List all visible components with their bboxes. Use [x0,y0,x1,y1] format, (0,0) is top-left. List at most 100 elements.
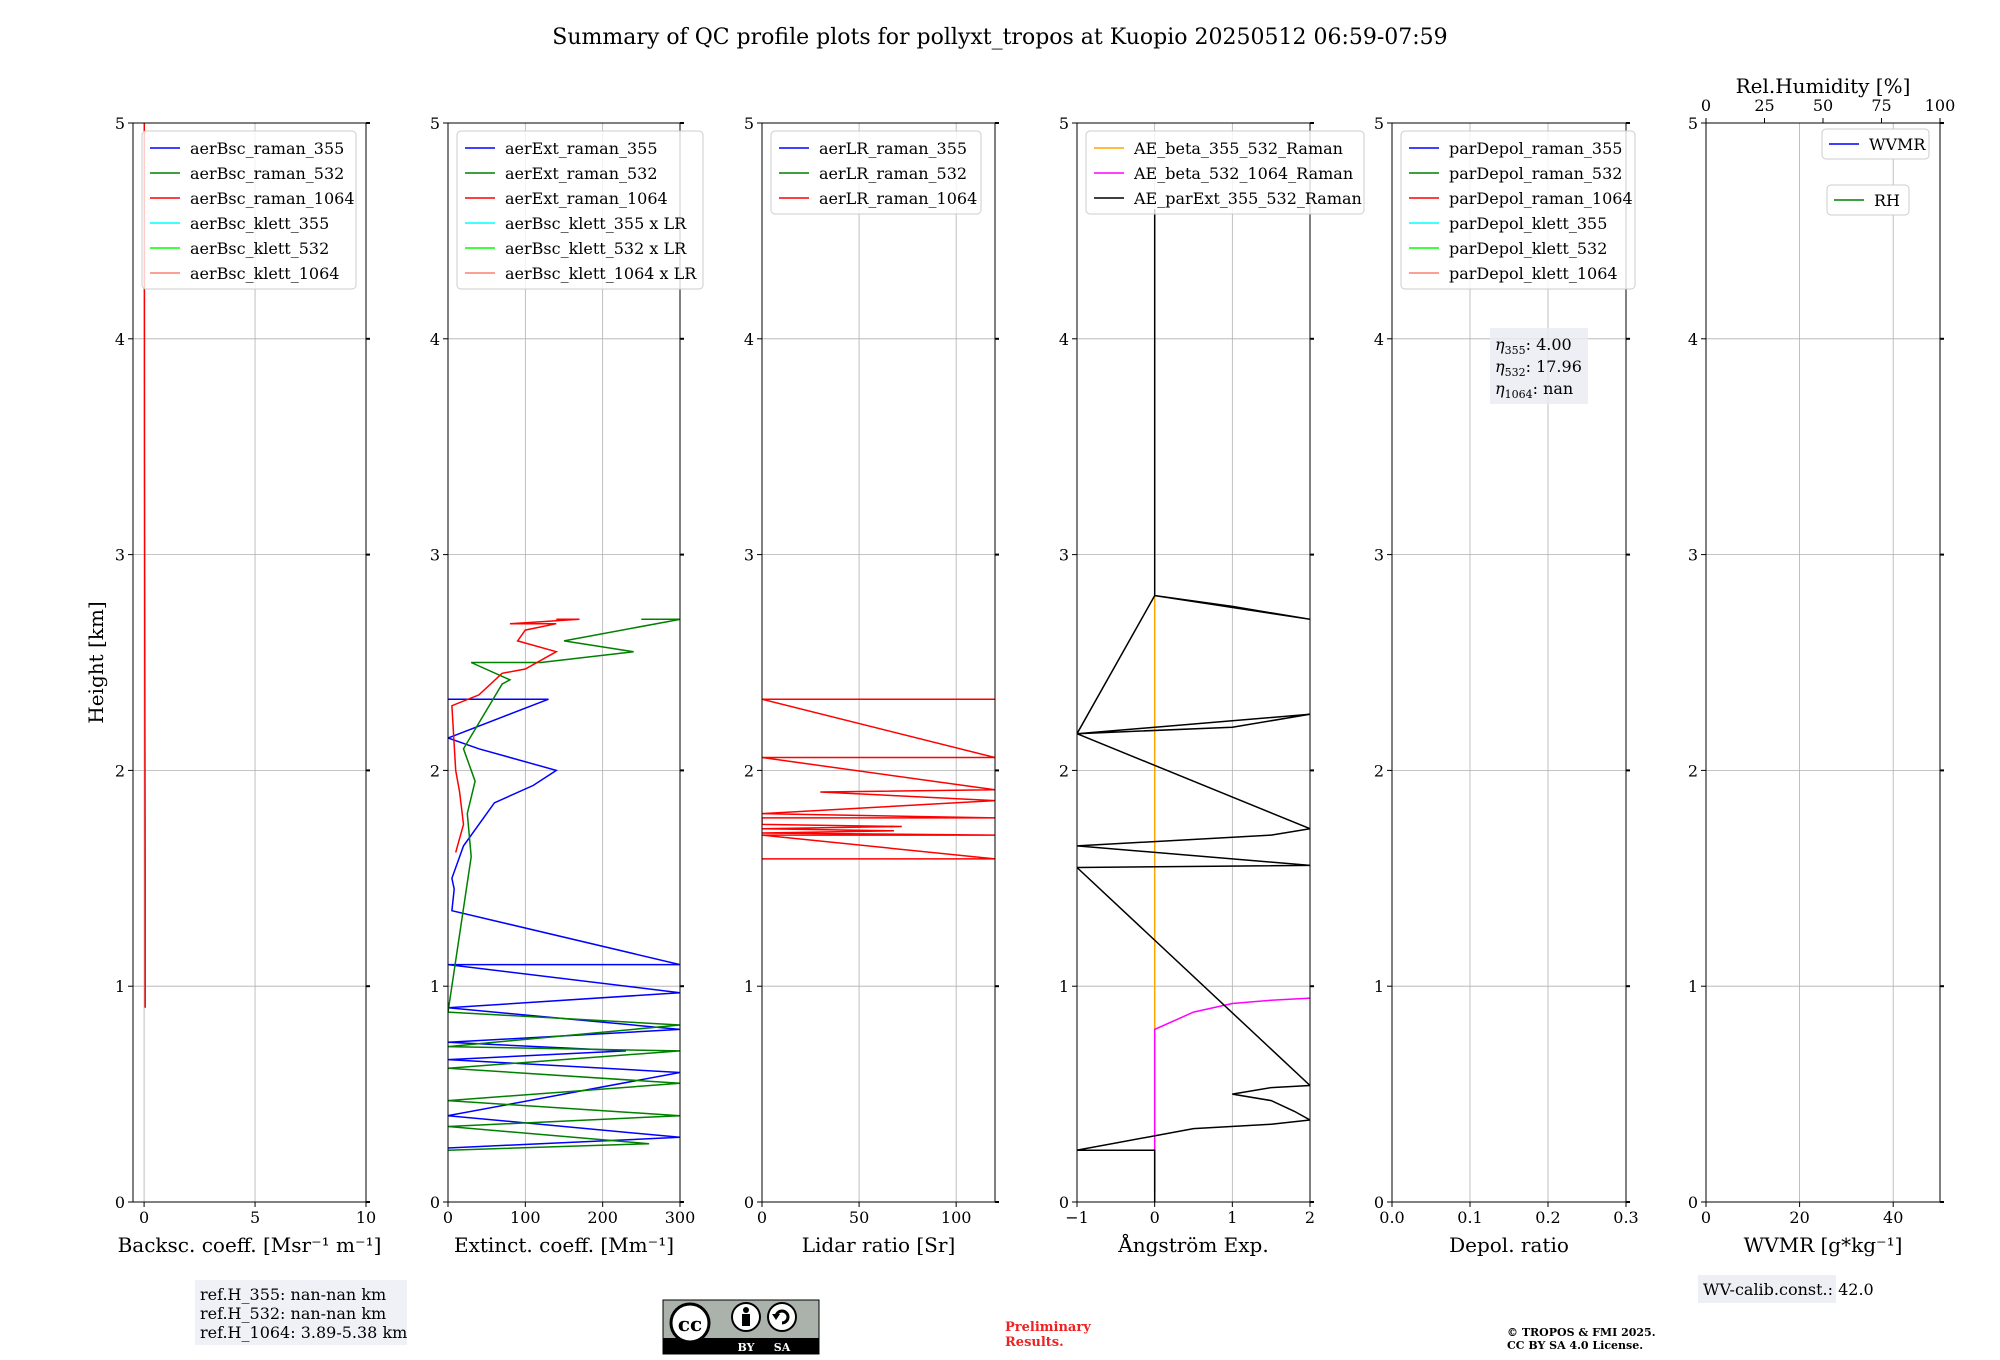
axes-frame [132,122,367,1203]
preliminary-results-line1: Preliminary [1005,1320,1091,1335]
panel-2: 0 1 2 3 4 5 0 100 200 300 Extinct. coeff. [Mm⁻¹] ae… [430,114,704,1257]
preliminary-results-line2: Results. [1005,1335,1064,1350]
series-line-aerExt_raman_1064 [451,618,580,853]
legend-label: RH [1874,191,1900,210]
legend-label: parDepol_raman_1064 [1449,189,1633,208]
y-tick-label: 4 [1374,330,1384,349]
eta-box: η355: 4.00 η532: 17.96 η1064: nan [1490,328,1588,404]
y-tick-label: 1 [1374,977,1384,996]
x-tick-label: 0 [1701,1208,1711,1227]
series-line-aerExt_raman_355 [448,698,680,1149]
y-tick-label: 1 [430,977,440,996]
legend-label: aerBsc_klett_1064 [190,264,339,283]
legend-label: parDepol_klett_355 [1449,214,1607,233]
eta-355: η355: 4.00 [1495,335,1572,357]
legend-label: parDepol_klett_532 [1449,239,1607,258]
x-tick-label: 0 [1150,1208,1160,1227]
wv-calib-box: WV-calib.const.: 42.0 [1698,1275,1874,1303]
panel-5: 0 1 2 3 4 5 0.0 0.1 0.2 0.3 Depol. ratio parDepol_r… [1374,114,1639,1257]
top-x-tick-label: 0 [1701,96,1711,115]
y-tick-label: 5 [430,114,440,133]
legend: parDepol_raman_355 parDepol_raman_532 parD… [1400,130,1636,290]
panel-1: 0 1 2 3 4 5 0 5 10 Backsc. coeff. [Msr⁻¹ m⁻¹] Heig… [84,114,381,1257]
y-tick-label: 3 [1374,546,1384,565]
figure-title: Summary of QC profile plots for pollyxt_… [552,25,1447,50]
legend-label: aerBsc_klett_355 x LR [505,214,687,233]
sa-share-icon [767,1302,797,1332]
legend-label: AE_beta_355_532_Raman [1133,139,1343,158]
top-x-tick-label: 75 [1871,96,1891,115]
series-line-AE_parExt_355_532_Raman [1077,209,1310,1202]
x-tick-label: 50 [849,1208,869,1227]
y-tick-label: 5 [1688,114,1698,133]
y-tick-label: 1 [1688,977,1698,996]
y-tick-label: 4 [744,330,754,349]
y-tick-label: 0 [1374,1193,1384,1212]
x-axis-label: WVMR [g*kg⁻¹] [1744,1233,1903,1257]
axes-frame [447,122,681,1203]
legend-label: parDepol_raman_355 [1449,139,1622,158]
legend: aerExt_raman_355 aerExt_raman_532 aerExt_r… [456,130,704,290]
x-axis-label: Backsc. coeff. [Msr⁻¹ m⁻¹] [118,1233,382,1257]
x-tick-label: 0.0 [1379,1208,1404,1227]
legend-label: aerBsc_klett_355 [190,214,329,233]
x-tick-label: 20 [1789,1208,1809,1227]
eta-1064: η1064: nan [1495,379,1573,401]
y-tick-label: 3 [115,546,125,565]
y-tick-label: 5 [115,114,125,133]
legend-label: aerBsc_raman_1064 [190,189,355,208]
wv-calib-constant: WV-calib.const.: 42.0 [1703,1280,1874,1299]
y-tick-label: 0 [430,1193,440,1212]
y-tick-label: 3 [430,546,440,565]
series-line-aerLR_raman_1064 [762,698,995,860]
x-axis-label: Lidar ratio [Sr] [802,1233,956,1257]
cc-sa-label: SA [774,1341,791,1354]
legend: aerBsc_raman_355 aerBsc_raman_532 aerBsc_r… [141,130,357,290]
cc-icon [669,1302,711,1344]
y-tick-label: 3 [1688,546,1698,565]
y-tick-label: 3 [744,546,754,565]
y-tick-label: 2 [1374,761,1384,780]
top-x-tick-label: 100 [1925,96,1956,115]
top-x-tick-label: 25 [1754,96,1774,115]
y-tick-label: 0 [744,1193,754,1212]
ref-height-1064: ref.H_1064: 3.89-5.38 km [200,1323,407,1342]
y-tick-label: 5 [744,114,754,133]
x-tick-label: 0.1 [1457,1208,1482,1227]
series-line-AE_beta_532_1064_Raman [1153,997,1310,1192]
legend-label: WVMR [1869,135,1926,154]
x-axis-label: Extinct. coeff. [Mm⁻¹] [454,1233,674,1257]
y-tick-label: 2 [115,761,125,780]
legend-label: aerBsc_raman_355 [190,139,344,158]
top-x-tick-label: 50 [1813,96,1833,115]
x-tick-label: 1 [1227,1208,1237,1227]
y-tick-label: 0 [1059,1193,1069,1212]
legend: WVMR RH [1821,128,1930,216]
series-line-aerBsc_raman_1064 [143,123,146,1008]
y-tick-label: 2 [1059,761,1069,780]
eta-532: η532: 17.96 [1495,357,1582,379]
svg-text:cc: cc [678,1312,702,1336]
reference-height-box: ref.H_355: nan-nan km ref.H_532: nan-nan… [195,1280,407,1345]
y-axis-label: Height [km] [84,601,108,723]
x-tick-label: 300 [665,1208,696,1227]
x-tick-label: 2 [1305,1208,1315,1227]
ref-height-532: ref.H_532: nan-nan km [200,1304,386,1323]
y-tick-label: 2 [430,761,440,780]
x-tick-label: 100 [510,1208,541,1227]
y-tick-label: 4 [430,330,440,349]
cc-by-sa-logo: cc BY SA [662,1299,820,1355]
legend-label: aerLR_raman_355 [819,139,967,158]
axes-frame [1705,122,1941,1203]
legend-label: aerBsc_klett_532 [190,239,329,258]
x-tick-label: 0.2 [1535,1208,1560,1227]
y-tick-label: 4 [115,330,125,349]
legend-label: aerBsc_raman_532 [190,164,344,183]
legend-label: parDepol_raman_532 [1449,164,1622,183]
x-tick-label: 0 [757,1208,767,1227]
